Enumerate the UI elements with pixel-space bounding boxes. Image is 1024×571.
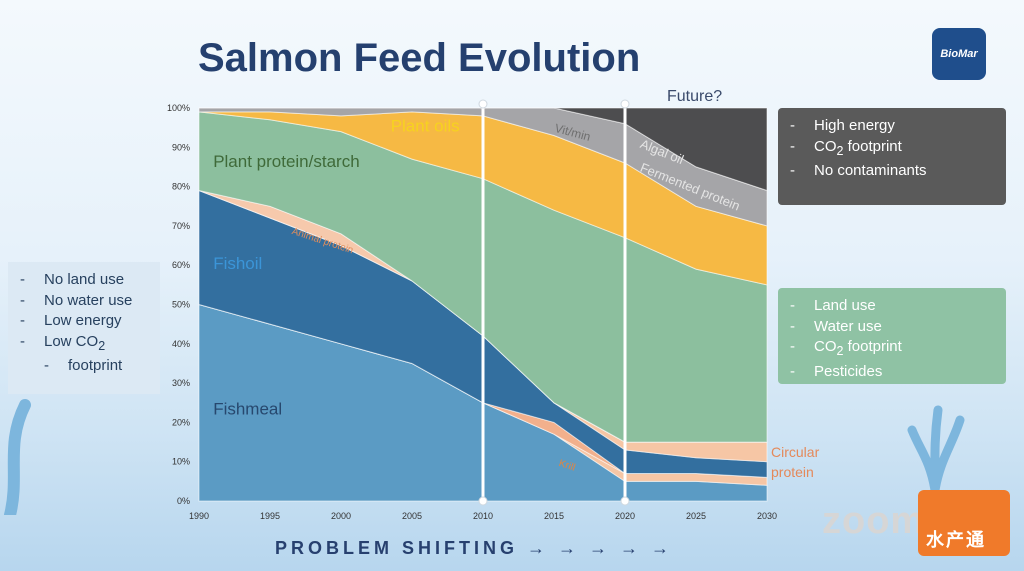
- marker-dot: [620, 496, 630, 506]
- y-tick-label: 70%: [172, 221, 190, 231]
- marker-dot: [478, 99, 488, 109]
- panel-item: Land use: [790, 296, 994, 317]
- badge-label: 水产通: [926, 530, 986, 550]
- y-tick-label: 80%: [172, 182, 190, 192]
- series-label: Plant oils: [391, 117, 460, 136]
- marker-dot: [478, 496, 488, 506]
- y-tick-label: 60%: [172, 260, 190, 270]
- series-label: Plant protein/starch: [213, 152, 359, 171]
- x-tick-label: 2030: [757, 511, 777, 521]
- circular-protein-label: Circular protein: [771, 442, 819, 482]
- area-algal-oil-fermented-protein: [199, 107, 768, 192]
- seaweed-left-icon: [4, 399, 31, 515]
- y-tick-label: 20%: [172, 417, 190, 427]
- panel-item: Low energy: [20, 311, 148, 332]
- panel-item: Low CO2: [20, 332, 148, 357]
- panel-item: CO2 footprint: [790, 337, 994, 362]
- problem-shifting-footer: PROBLEM SHIFTING → → → → →: [275, 538, 674, 558]
- x-tick-label: 1990: [189, 511, 209, 521]
- series-label: Fishmeal: [213, 400, 282, 419]
- panel-item: No land use: [20, 270, 148, 291]
- panel-item: No water use: [20, 291, 148, 312]
- x-tick-label: 2005: [402, 511, 422, 521]
- panel-item: Pesticides: [790, 362, 994, 383]
- x-tick-label: 2015: [544, 511, 564, 521]
- seaweed-icon: [907, 405, 965, 490]
- app-badge: 水产通: [918, 490, 1010, 556]
- x-tick-label: 2020: [615, 511, 635, 521]
- x-tick-label: 2025: [686, 511, 706, 521]
- y-tick-label: 90%: [172, 142, 190, 152]
- circular-line1: Circular: [771, 444, 820, 460]
- high-energy-panel: High energy CO2 footprint No contaminant…: [778, 108, 1006, 205]
- panel-item: Water use: [790, 317, 994, 338]
- y-tick-label: 40%: [172, 339, 190, 349]
- y-tick-label: 30%: [172, 378, 190, 388]
- y-tick-label: 100%: [167, 103, 190, 113]
- panel-item: CO2 footprint: [790, 137, 994, 162]
- future-label: Future?: [667, 88, 723, 105]
- marker-dot: [620, 99, 630, 109]
- panel-item-continuation: footprint: [20, 356, 148, 377]
- biomar-logo: BioMar: [932, 28, 986, 80]
- land-use-panel: Land use Water use CO2 footprint Pestici…: [778, 288, 1006, 384]
- y-tick-label: 10%: [172, 457, 190, 467]
- zoom-watermark: zoom: [822, 500, 926, 542]
- page-title: Salmon Feed Evolution: [198, 36, 641, 80]
- x-tick-label: 1995: [260, 511, 280, 521]
- y-tick-label: 50%: [172, 300, 190, 310]
- x-tick-label: 2010: [473, 511, 493, 521]
- panel-item: No contaminants: [790, 161, 994, 182]
- x-tick-label: 2000: [331, 511, 351, 521]
- panel-item: High energy: [790, 116, 994, 137]
- circular-line2: protein: [771, 464, 814, 480]
- series-label: Fishoil: [213, 254, 262, 273]
- no-land-use-panel: No land use No water use Low energy Low …: [8, 262, 160, 394]
- y-tick-label: 0%: [177, 496, 190, 506]
- series-label: Krill: [557, 458, 576, 474]
